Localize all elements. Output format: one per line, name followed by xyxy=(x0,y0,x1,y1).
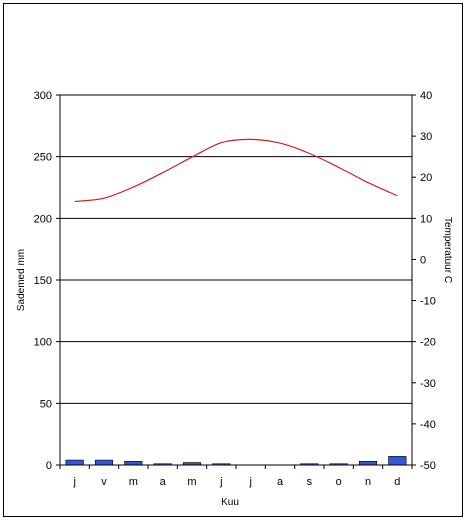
right-tick-label: -20 xyxy=(420,337,436,349)
temperature-line xyxy=(74,138,398,203)
right-tick-label: -40 xyxy=(420,419,436,431)
x-tick-label: m xyxy=(129,476,138,488)
right-tick-label: 0 xyxy=(420,254,426,266)
right-tick-label: 10 xyxy=(420,213,432,225)
gridlines xyxy=(60,156,412,404)
right-axis-title: Temperatuur C xyxy=(442,217,453,283)
left-tick-label: 200 xyxy=(34,213,52,225)
x-tick-label: m xyxy=(187,476,196,488)
x-axis-title: Kuu xyxy=(221,497,239,508)
right-tick-label: 30 xyxy=(420,131,432,143)
x-tick-label: o xyxy=(336,476,342,488)
precipitation-bar xyxy=(388,456,407,466)
left-axis-title: Sademed mm xyxy=(16,249,27,311)
left-tick-label: 50 xyxy=(40,398,52,410)
x-tick-label: j xyxy=(219,476,222,488)
right-tick-label: 20 xyxy=(420,172,432,184)
chart-frame xyxy=(3,3,463,517)
right-tick-label: -50 xyxy=(420,460,436,472)
x-tick-label: a xyxy=(277,476,284,488)
x-tick-label: s xyxy=(307,476,313,488)
precipitation-bar xyxy=(358,460,378,466)
tick-labels: 0 50 100 150 200 250 300 -50 -40 -30 -20 -10 0 10 20 30… xyxy=(34,90,436,488)
temperature-line-group xyxy=(74,138,398,203)
left-tick-label: 300 xyxy=(34,90,52,102)
precipitation-bars xyxy=(65,456,407,466)
precipitation-bar xyxy=(65,459,84,466)
x-tick-label: d xyxy=(394,476,400,488)
precipitation-bar xyxy=(94,459,114,466)
left-tick-label: 150 xyxy=(34,275,52,287)
left-tick-label: 250 xyxy=(34,152,52,164)
x-tick-label: a xyxy=(160,476,167,488)
left-tick-label: 0 xyxy=(46,460,52,472)
precipitation-bar xyxy=(124,460,143,466)
x-tick-label: j xyxy=(248,476,251,488)
x-tick-label: j xyxy=(72,476,75,488)
right-tick-label: -30 xyxy=(420,378,436,390)
right-tick-label: -10 xyxy=(420,296,436,308)
x-tick-label: n xyxy=(365,476,371,488)
left-tick-label: 100 xyxy=(34,337,52,349)
x-tick-label: v xyxy=(101,476,107,488)
right-tick-label: 40 xyxy=(420,90,432,102)
axes xyxy=(56,94,416,469)
